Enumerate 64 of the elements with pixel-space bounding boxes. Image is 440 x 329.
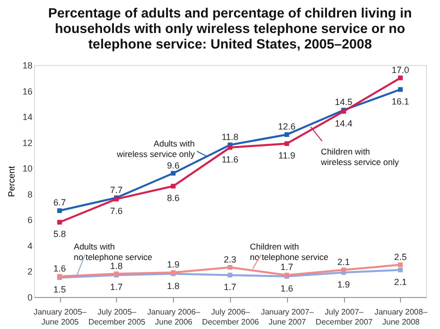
- data-label: 5.8: [53, 229, 66, 240]
- data-label: 12.6: [278, 122, 296, 132]
- data-label: 9.6: [166, 160, 180, 170]
- x-tick-label: July 2006–December 2006: [202, 308, 260, 326]
- data-label: 1.6: [53, 263, 66, 274]
- x-tick-label: January 2005–June 2005: [34, 308, 88, 326]
- data-label: 8.6: [166, 193, 180, 204]
- y-tick-label: 10: [22, 164, 32, 174]
- data-label: 14.4: [334, 118, 352, 128]
- y-tick-label: 14: [22, 112, 32, 122]
- y-tick-label: 18: [22, 60, 32, 70]
- x-tick-label: January 2008–June 2008: [374, 308, 428, 326]
- chart-title: Percentage of adults and percentage of children living in households with only wireless telephone service or no telephone service: United States, 2005–2008: [48, 6, 412, 52]
- data-label: 2.5: [394, 252, 407, 262]
- data-label: 7.6: [110, 206, 123, 216]
- y-tick-label: 16: [22, 86, 32, 96]
- data-label: 1.8: [110, 260, 123, 271]
- point: [341, 268, 346, 272]
- data-label: 17.0: [392, 64, 410, 75]
- point: [228, 265, 232, 270]
- data-label: 2.1: [337, 256, 350, 267]
- data-label: 1.8: [166, 280, 180, 291]
- data-label: 1.7: [224, 282, 236, 292]
- data-label: 11.9: [278, 150, 296, 161]
- y-tick-label: 8: [27, 189, 32, 200]
- data-label: 16.1: [392, 96, 410, 106]
- x-tick-label: January 2007–June 2007: [260, 308, 314, 326]
- y-axis-title: Percent: [6, 166, 16, 198]
- data-label: 1.9: [166, 260, 180, 270]
- point: [284, 141, 290, 146]
- y-tick-label: 12: [22, 138, 32, 148]
- y-tick-label: 4: [27, 240, 32, 251]
- x-tick-label: July 2005–December 2005: [88, 308, 146, 326]
- y-tick-label: 2: [27, 266, 32, 277]
- point: [398, 268, 403, 272]
- data-label: 1.9: [337, 280, 350, 290]
- point: [398, 76, 403, 80]
- data-label: 1.6: [280, 283, 294, 294]
- data-label: 1.5: [53, 284, 66, 295]
- point: [398, 262, 403, 268]
- data-label: 1.7: [110, 282, 123, 292]
- legend-label: Adults with wireless service only: [116, 138, 196, 160]
- point: [228, 272, 232, 278]
- data-label: 14.5: [334, 97, 352, 108]
- x-tick-label: January 2006–June 2006: [147, 308, 201, 326]
- text: Children with wireless service only: [320, 146, 400, 167]
- point: [57, 220, 62, 225]
- point: [284, 132, 290, 137]
- data-label: 2.1: [394, 276, 407, 287]
- data-label: 1.7: [280, 262, 294, 272]
- point: [170, 184, 176, 188]
- point: [398, 87, 403, 92]
- data-label: 7.7: [110, 184, 123, 195]
- point: [170, 170, 176, 176]
- series-label: Adults with no telephone service: [74, 242, 152, 262]
- data-label: 11.6: [222, 154, 238, 164]
- data-label: 2.3: [224, 254, 236, 264]
- point: [228, 145, 232, 150]
- y-tick-label: 6: [27, 215, 32, 226]
- y-tick-label: 0: [27, 292, 32, 302]
- data-label: 6.7: [53, 198, 66, 208]
- data-label: 11.8: [222, 132, 238, 142]
- point: [57, 208, 62, 213]
- x-tick-label: July 2007–December 2007: [316, 308, 374, 326]
